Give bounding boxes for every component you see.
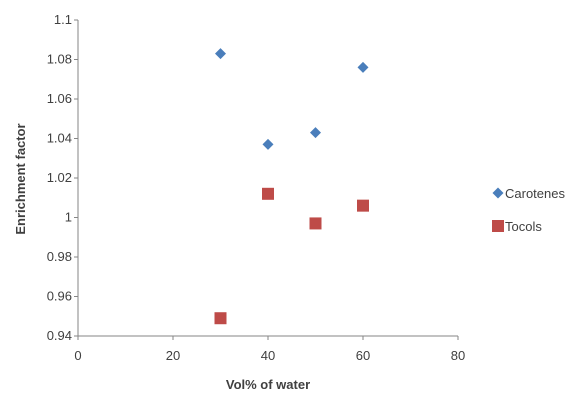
y-tick-label: 1.08 bbox=[47, 52, 72, 67]
x-tick-label: 40 bbox=[261, 348, 275, 363]
carotenes-point bbox=[262, 138, 274, 150]
y-tick-label: 0.98 bbox=[47, 249, 72, 264]
y-tick-label: 1.06 bbox=[47, 91, 72, 106]
legend-tocols-label: Tocols bbox=[505, 219, 542, 234]
legend-carotenes-label: Carotenes bbox=[505, 186, 565, 201]
legend-tocols-marker bbox=[492, 220, 504, 232]
y-tick-label: 0.94 bbox=[47, 328, 72, 343]
y-tick-label: 0.96 bbox=[47, 289, 72, 304]
tocols-point bbox=[262, 187, 274, 200]
x-tick-label: 80 bbox=[451, 348, 465, 363]
axes bbox=[77, 20, 458, 337]
tocols-point bbox=[214, 312, 227, 325]
x-axis-title: Vol% of water bbox=[226, 377, 310, 392]
tocols-point bbox=[309, 217, 322, 230]
tocols-point bbox=[357, 199, 369, 212]
carotenes-point bbox=[310, 127, 321, 139]
carotenes-point bbox=[357, 61, 369, 73]
y-tick-label: 1.1 bbox=[54, 12, 72, 27]
legend-carotenes-marker bbox=[492, 187, 504, 199]
x-tick-label: 60 bbox=[356, 348, 370, 363]
y-axis-title: Enrichment factor bbox=[13, 123, 28, 234]
tick-labels: 0.94 0.96 0.98 1 1.02 1.04 1.06 1.08 1.1 0 20 40 60 8… bbox=[47, 12, 466, 363]
data-points bbox=[214, 48, 369, 325]
carotenes-point bbox=[215, 48, 226, 60]
x-tick-label: 20 bbox=[166, 348, 180, 363]
y-tick-label: 1 bbox=[65, 210, 72, 225]
x-tick-label: 0 bbox=[74, 348, 81, 363]
legend: Carotenes Tocols bbox=[492, 186, 565, 234]
y-tick-label: 1.02 bbox=[47, 170, 72, 185]
y-tick-label: 1.04 bbox=[47, 131, 72, 146]
